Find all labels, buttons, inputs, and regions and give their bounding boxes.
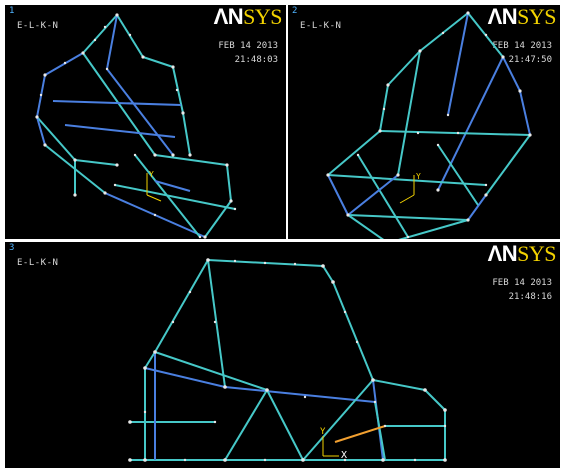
timestamp: FEB 14 2013 21:48:03 (218, 41, 278, 65)
ansys-logo: ΛNSYS (213, 4, 283, 29)
svg-text:Y: Y (149, 170, 154, 179)
viewport-3[interactable]: 3 E-L-K-N ΛNSYS FEB 14 2013 21:48:16 (4, 241, 561, 469)
frame-model-iso-2[interactable]: Y (288, 5, 561, 240)
svg-text:X: X (341, 450, 347, 461)
viewport-1[interactable]: 1 E-L-K-N ΛNSYS FEB 14 2013 21:48:03 (4, 4, 287, 240)
axis-triad-1: Y (146, 170, 162, 202)
viewport-number: 1 (9, 6, 15, 16)
axis-triad-3: Y X (320, 427, 347, 461)
frame-model-iso-1[interactable]: Y (5, 5, 287, 240)
viewport-number: 2 (292, 6, 298, 16)
element-label: E-L-K-N (300, 21, 342, 31)
timestamp: FEB 14 2013 21:48:16 (492, 278, 552, 302)
frame-model-side-view[interactable]: Y X (5, 242, 561, 469)
svg-text:Y: Y (320, 427, 326, 437)
axis-triad-2: Y (399, 172, 421, 204)
viewport-2[interactable]: 2 E-L-K-N ΛNSYS FEB 14 2013 21:47:50 (287, 4, 561, 240)
viewport-number: 3 (9, 243, 15, 253)
svg-text:Y: Y (416, 172, 421, 181)
timestamp: FEB 14 2013 21:47:50 (492, 41, 552, 65)
ansys-logo: ΛNSYS (487, 241, 557, 266)
element-label: E-L-K-N (17, 21, 59, 31)
ansys-logo: ΛNSYS (487, 4, 557, 29)
element-label: E-L-K-N (17, 258, 59, 268)
